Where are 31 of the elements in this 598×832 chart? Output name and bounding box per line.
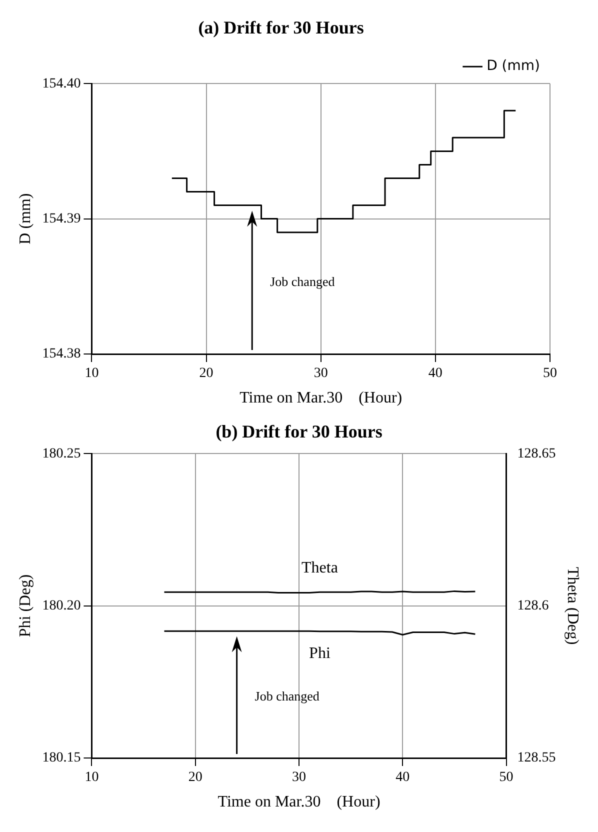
- y-axis-title: Phi (Deg): [16, 574, 34, 638]
- chart-title: (a) Drift for 30 Hours: [198, 17, 364, 38]
- x-tick-label: 20: [188, 770, 202, 786]
- x-axis-title: Time on Mar.30 (Hour): [240, 390, 402, 407]
- y2-tick-label: 128.6: [517, 598, 549, 614]
- x-tick-label: 50: [543, 366, 557, 382]
- chart-title: (b) Drift for 30 Hours: [216, 421, 382, 442]
- annotation: Job changed: [254, 688, 320, 704]
- y-tick-label: 180.20: [42, 598, 81, 614]
- y-tick-label: 154.38: [42, 346, 81, 362]
- annotation: Job changed: [270, 274, 336, 289]
- series-label: Theta: [302, 559, 338, 576]
- y2-tick-label: 128.65: [517, 446, 556, 462]
- y-axis-title: D (mm): [16, 193, 34, 244]
- y-tick-label: 154.39: [42, 211, 81, 226]
- x-tick-label: 30: [314, 366, 328, 382]
- x-tick-label: 20: [199, 366, 214, 382]
- x-axis-title: Time on Mar.30 (Hour): [218, 794, 380, 811]
- x-tick-label: 10: [84, 770, 99, 786]
- x-tick-label: 10: [84, 366, 99, 382]
- x-tick-label: 30: [292, 770, 306, 786]
- x-tick-label: 40: [428, 366, 442, 382]
- y-tick-label: 154.40: [42, 76, 81, 92]
- y-tick-label: 180.25: [42, 446, 81, 462]
- x-tick-label: 40: [396, 770, 410, 786]
- y2-axis-title: Theta (Deg): [564, 566, 582, 645]
- legend-label: D (mm): [486, 58, 540, 74]
- x-tick-label: 50: [499, 770, 514, 786]
- series-label: Phi: [309, 644, 331, 662]
- y-tick-label: 180.15: [42, 750, 81, 766]
- y2-tick-label: 128.55: [517, 750, 556, 766]
